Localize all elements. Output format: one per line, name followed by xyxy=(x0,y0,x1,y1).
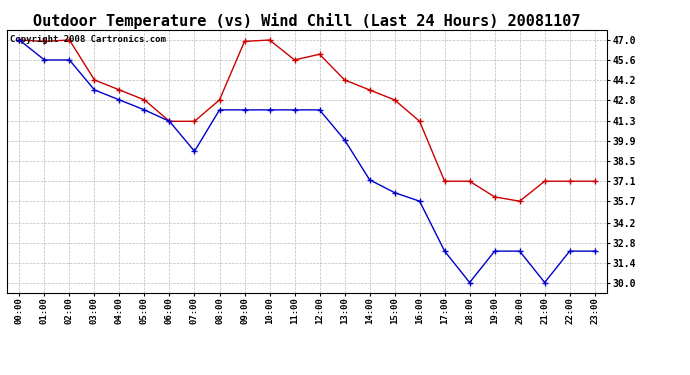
Title: Outdoor Temperature (vs) Wind Chill (Last 24 Hours) 20081107: Outdoor Temperature (vs) Wind Chill (Las… xyxy=(33,13,581,29)
Text: Copyright 2008 Cartronics.com: Copyright 2008 Cartronics.com xyxy=(10,35,166,44)
